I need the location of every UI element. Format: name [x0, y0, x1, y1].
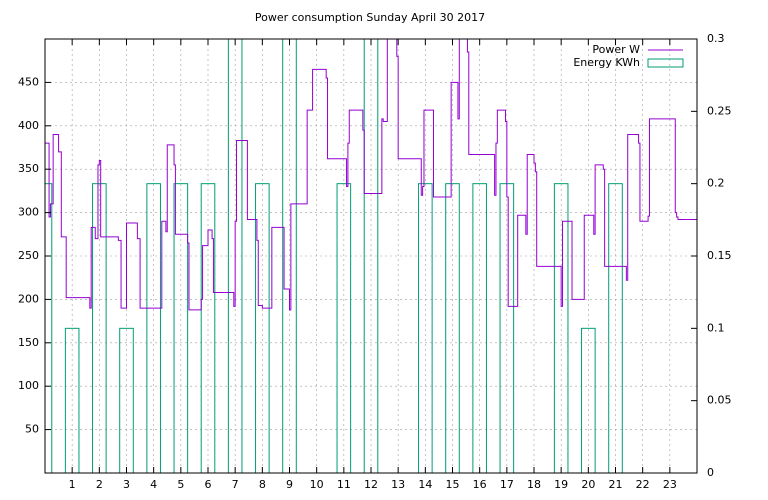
- legend-label: Energy KWh: [573, 56, 640, 69]
- y2-tick-label: 0.25: [707, 104, 732, 117]
- legend-label: Power W: [592, 43, 640, 56]
- energy-box: [173, 183, 189, 473]
- y-tick-label: 450: [18, 75, 39, 88]
- power-line: [45, 39, 697, 311]
- x-tick-label: 9: [286, 478, 293, 491]
- x-tick-label: 13: [391, 478, 405, 491]
- energy-box: [255, 183, 270, 473]
- energy-box: [418, 183, 433, 473]
- x-tick-label: 14: [418, 478, 432, 491]
- x-tick-label: 17: [500, 478, 514, 491]
- y2-tick-label: 0.3: [707, 32, 725, 45]
- y2-tick-label: 0.1: [707, 321, 725, 334]
- energy-box: [553, 183, 569, 473]
- energy-box: [92, 183, 107, 473]
- x-tick-label: 8: [259, 478, 266, 491]
- x-tick-label: 5: [177, 478, 184, 491]
- x-tick-label: 11: [337, 478, 351, 491]
- x-tick-label: 6: [205, 478, 212, 491]
- plot-area: [45, 39, 697, 473]
- energy-box: [363, 39, 379, 473]
- x-tick-label: 23: [663, 478, 677, 491]
- x-tick-label: 22: [636, 478, 650, 491]
- energy-box: [445, 183, 460, 473]
- x-tick-label: 3: [123, 478, 130, 491]
- energy-box: [282, 39, 297, 473]
- energy-box: [119, 327, 134, 473]
- energy-box: [146, 183, 161, 473]
- x-tick-label: 21: [609, 478, 623, 491]
- x-tick-label: 4: [150, 478, 157, 491]
- legend-swatch: [647, 58, 684, 68]
- x-tick-label: 19: [554, 478, 568, 491]
- x-tick-label: 18: [527, 478, 541, 491]
- x-tick-label: 12: [364, 478, 378, 491]
- x-tick-label: 7: [232, 478, 239, 491]
- y2-tick-label: 0.15: [707, 249, 732, 262]
- energy-box: [200, 183, 216, 473]
- axes: 1 2 3 4 5 6 7 8 9 10 11 12 13 14 15 16 17 18 19 20 21 22 23501…: [18, 32, 732, 491]
- y-tick-label: 400: [18, 119, 39, 132]
- energy-box: [472, 183, 487, 473]
- y-tick-label: 350: [18, 162, 39, 175]
- x-tick-label: 2: [96, 478, 103, 491]
- y-tick-label: 250: [18, 249, 39, 262]
- grid: [45, 39, 697, 473]
- energy-box: [45, 183, 53, 473]
- y-tick-label: 150: [18, 336, 39, 349]
- energy-box: [227, 39, 243, 473]
- y-tick-label: 200: [18, 292, 39, 305]
- y2-tick-label: 0.05: [707, 394, 732, 407]
- energy-box: [64, 327, 80, 473]
- x-tick-label: 15: [446, 478, 460, 491]
- y2-tick-label: 0: [707, 466, 714, 479]
- x-tick-label: 10: [310, 478, 324, 491]
- x-tick-label: 16: [473, 478, 487, 491]
- x-tick-label: 1: [69, 478, 76, 491]
- chart-title: Power consumption Sunday April 30 2017: [255, 11, 485, 24]
- y-tick-label: 100: [18, 379, 39, 392]
- y-tick-label: 300: [18, 206, 39, 219]
- energy-box: [608, 183, 623, 473]
- y-tick-label: 50: [25, 423, 39, 436]
- energy-box: [336, 183, 352, 473]
- x-tick-label: 20: [581, 478, 595, 491]
- y2-tick-label: 0.2: [707, 177, 725, 190]
- energy-box: [581, 327, 596, 473]
